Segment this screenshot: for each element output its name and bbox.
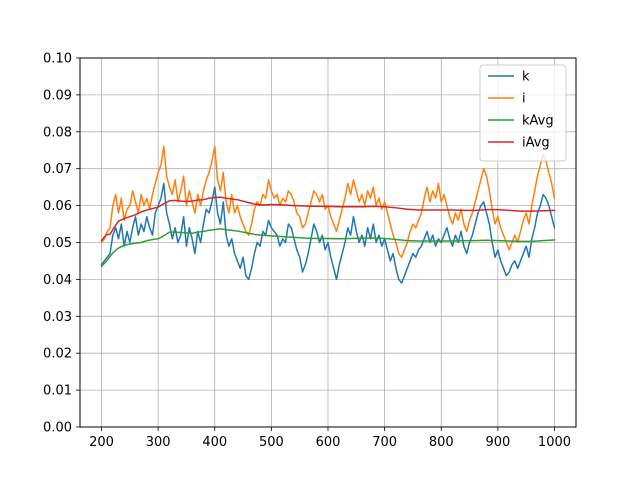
legend-box [479, 64, 567, 162]
y-tick-label: 0.10 [43, 52, 72, 67]
series-layer [100, 145, 556, 284]
legend-label-i: i [522, 92, 526, 107]
x-axis: 200 300 400 500 600 700 800 900 1000 [89, 427, 571, 450]
x-tick-label: 900 [485, 435, 510, 450]
y-tick-label: 0.04 [43, 273, 72, 288]
x-tick-label: 600 [316, 435, 341, 450]
x-tick-label: 800 [429, 435, 454, 450]
y-tick-label: 0.07 [43, 162, 72, 177]
y-tick-label: 0.06 [43, 199, 72, 214]
x-tick-label: 700 [372, 435, 397, 450]
legend: ki kAvg iAvg [479, 64, 567, 162]
legend-label-kAvg: kAvg [522, 114, 554, 129]
y-axis: 0.00 0.01 0.02 0.03 0.04 0.05 0.06 0.07 0.08 0.09… [43, 52, 80, 436]
y-tick-label: 0.00 [43, 421, 72, 436]
x-tick-label: 300 [146, 435, 171, 450]
y-tick-label: 0.09 [43, 88, 72, 103]
x-tick-label: 400 [202, 435, 227, 450]
series-line-kAvg [100, 228, 556, 268]
x-tick-label: 200 [89, 435, 114, 450]
y-tick-label: 0.03 [43, 310, 72, 325]
x-tick-label: 1000 [538, 435, 571, 450]
y-tick-label: 0.08 [43, 125, 72, 140]
y-tick-label: 0.05 [43, 236, 72, 251]
x-tick-label: 500 [259, 435, 284, 450]
y-tick-label: 0.01 [43, 384, 72, 399]
series-line-iAvg [100, 196, 556, 242]
legend-label-k: k [522, 70, 530, 85]
legend-label-iAvg: iAvg [522, 136, 550, 151]
y-tick-label: 0.02 [43, 347, 72, 362]
